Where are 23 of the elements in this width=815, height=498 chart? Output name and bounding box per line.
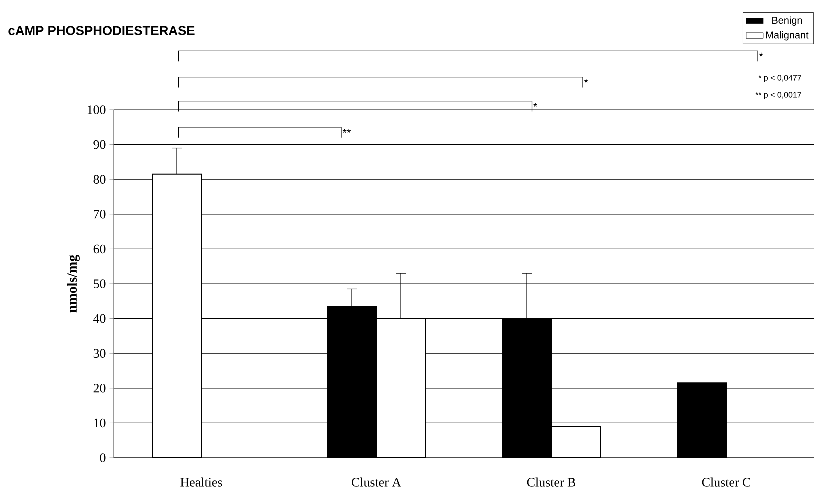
- y-tick-label: 0: [100, 454, 106, 462]
- y-tick-label: 80: [94, 175, 106, 184]
- x-tick-label: Healties: [180, 478, 222, 487]
- y-tick-label: 60: [94, 244, 106, 254]
- annotation: **: [342, 129, 352, 133]
- x-tick-label: Cluster C: [702, 478, 750, 487]
- legend-label: Benign: [772, 16, 802, 26]
- y-tick-label: 20: [94, 384, 106, 393]
- chart-title: cAMP PHOSPHODIESTERASE: [8, 26, 195, 36]
- y-tick-label: 30: [94, 349, 106, 358]
- x-tick-label: Cluster B: [527, 478, 576, 487]
- x-tick-label: Cluster A: [352, 478, 402, 487]
- text: *: [584, 79, 588, 83]
- text: *: [759, 52, 764, 57]
- y-tick-label: 50: [94, 280, 106, 288]
- legend-label: Malignant: [766, 31, 809, 41]
- y-tick-label: 90: [94, 140, 106, 150]
- text: *: [534, 103, 538, 107]
- y-tick-label: 40: [94, 314, 106, 324]
- y-tick-label: 10: [94, 418, 106, 428]
- y-axis-title: nmols/mg: [67, 255, 80, 313]
- y-tick-label: 70: [94, 210, 106, 219]
- y-tick-label: 100: [88, 106, 106, 114]
